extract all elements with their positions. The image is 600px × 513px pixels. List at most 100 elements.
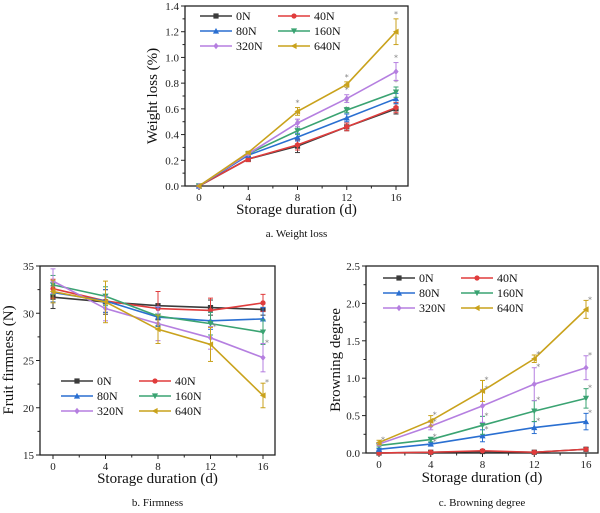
legend-label: 80N <box>97 389 118 403</box>
data-point <box>154 326 161 333</box>
y-tick-label: 1.5 <box>346 336 360 348</box>
chart-c: 0.0 0.5 1.0 1.5 2.0 2.5 0 4 8 12 16 Storage duratio… <box>328 261 599 509</box>
data-point <box>582 418 590 425</box>
y-tick-label: 1.4 <box>165 1 179 13</box>
x-tick-label: 8 <box>155 461 161 473</box>
significance-mark: * <box>433 417 437 426</box>
legend: 0N 40N 80N 160N 320N 640N <box>200 9 341 53</box>
legend-marker <box>213 42 219 50</box>
figure-caption: b. Firmness <box>132 497 183 509</box>
series-640N: ***** <box>375 295 592 446</box>
x-tick-label: 0 <box>376 459 382 471</box>
significance-mark: * <box>485 411 489 420</box>
data-point <box>260 300 266 306</box>
data-point <box>393 104 399 111</box>
legend-item-0N: 0N <box>61 374 112 388</box>
significance-mark: * <box>588 384 592 393</box>
significance-mark: * <box>536 396 540 405</box>
legend-item-0N: 0N <box>383 271 434 285</box>
legend-item-80N: 80N <box>61 389 118 403</box>
legend: 0N 40N 80N 160N 320N 640N <box>61 374 202 418</box>
legend-item-640N: 640N <box>278 39 341 53</box>
x-tick-label: 12 <box>205 461 216 473</box>
data-point <box>531 449 537 455</box>
legend-item-40N: 40N <box>278 9 335 23</box>
data-point <box>294 119 301 127</box>
legend-item-320N: 320N <box>383 301 446 315</box>
data-point <box>207 321 214 327</box>
legend-item-40N: 40N <box>461 271 518 285</box>
y-tick-label: 30 <box>23 308 35 320</box>
legend-label: 40N <box>314 9 335 23</box>
legend-label: 160N <box>175 389 202 403</box>
significance-mark: * <box>536 350 540 359</box>
legend-label: 320N <box>97 404 124 418</box>
significance-mark: * <box>394 10 398 19</box>
data-point <box>245 149 251 156</box>
x-tick-label: 4 <box>428 459 434 471</box>
significance-mark: * <box>265 338 269 347</box>
data-point <box>392 89 400 96</box>
x-tick-label: 12 <box>529 459 540 471</box>
series-80N: **** <box>375 408 592 452</box>
data-point <box>260 354 266 361</box>
x-tick-label: 16 <box>581 459 593 471</box>
legend: 0N 40N 80N 160N 320N 640N <box>383 271 524 315</box>
legend-marker <box>213 13 219 19</box>
data-point <box>259 329 267 336</box>
legend-label: 0N <box>97 374 112 388</box>
data-point <box>344 95 350 102</box>
legend-marker <box>151 407 158 415</box>
legend-marker <box>396 304 402 312</box>
legend-label: 80N <box>236 24 257 38</box>
y-tick-label: 0.0 <box>165 181 179 193</box>
data-point <box>582 306 589 313</box>
y-tick-label: 2.5 <box>346 261 360 273</box>
legend-marker <box>473 304 480 312</box>
x-tick-label: 8 <box>295 192 301 204</box>
data-point <box>392 95 400 102</box>
data-point <box>583 364 589 371</box>
series-640N: * * * <box>195 10 399 190</box>
data-point <box>479 387 486 395</box>
y-tick-label: 20 <box>23 403 35 415</box>
legend-marker <box>290 42 297 50</box>
data-point <box>49 288 56 295</box>
legend-label: 640N <box>497 301 524 315</box>
legend-marker <box>473 290 481 297</box>
legend-item-640N: 640N <box>139 404 202 418</box>
y-tick-label: 1.0 <box>165 52 179 64</box>
data-point <box>375 439 382 446</box>
series-320N: * * * <box>196 54 399 190</box>
y-tick-label: 0.6 <box>165 104 179 116</box>
significance-mark: * <box>588 351 592 360</box>
data-point <box>259 392 266 399</box>
data-point <box>479 422 486 429</box>
y-tick-label: 0.5 <box>346 411 360 423</box>
significance-mark: * <box>345 86 349 95</box>
legend-item-80N: 80N <box>200 24 257 38</box>
legend-marker <box>395 289 403 296</box>
legend-label: 640N <box>314 39 341 53</box>
data-point <box>582 395 590 402</box>
legend-marker <box>291 13 297 19</box>
significance-mark: * <box>433 411 437 420</box>
series-40N <box>376 446 589 456</box>
legend-label: 0N <box>236 9 251 23</box>
data-point <box>531 408 538 415</box>
data-point <box>531 380 537 388</box>
legend-label: 160N <box>314 24 341 38</box>
x-tick-label: 16 <box>258 461 270 473</box>
legend-label: 640N <box>175 404 202 418</box>
series-160N: * * * <box>195 78 400 190</box>
data-point <box>428 449 434 455</box>
legend-marker <box>152 378 158 384</box>
data-point <box>102 298 109 306</box>
data-point <box>393 68 399 75</box>
significance-mark: * <box>433 432 437 441</box>
x-tick-label: 12 <box>341 192 352 204</box>
y-axis-title: Weight loss (%) <box>145 48 161 144</box>
significance-mark: * <box>394 54 398 63</box>
significance-mark: * <box>345 99 349 108</box>
legend-item-160N: 160N <box>461 286 524 300</box>
